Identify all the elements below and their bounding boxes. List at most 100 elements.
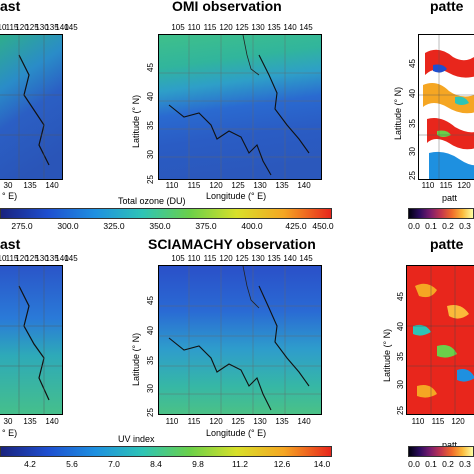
tick: 120 (457, 181, 471, 190)
tick: 450.0 (312, 221, 334, 231)
tick: 115 (5, 23, 19, 32)
pattern-colorbar (408, 208, 474, 219)
ozone-field (0, 35, 62, 179)
tick: 40 (146, 326, 155, 335)
grid-lines (0, 35, 62, 179)
tick: 30 (146, 150, 155, 159)
grid-lines (159, 305, 321, 395)
tick: 110 (165, 181, 179, 190)
top-right-xlabel: patt (442, 193, 458, 203)
tick: 45 (146, 296, 155, 305)
bottom-center-sciamachy-map (158, 265, 322, 415)
top-right-pattern-map (418, 34, 474, 180)
tick: 140 (45, 181, 59, 190)
tick: 125 (231, 181, 245, 190)
tick: 120 (451, 417, 465, 426)
tick: 9.8 (192, 459, 204, 469)
tick: 135 (45, 23, 59, 32)
tick: 140 (283, 254, 297, 263)
coastline (258, 285, 310, 387)
ozone-colorbar (0, 208, 332, 219)
tick: 7.0 (108, 459, 120, 469)
tick: 10 (0, 254, 7, 263)
bottom-right-pattern-map (406, 265, 474, 415)
tick: 35 (396, 352, 405, 361)
coastline (168, 104, 272, 176)
tick: 115 (203, 23, 217, 32)
tick: 145 (64, 23, 78, 32)
uv-field (0, 266, 62, 414)
top-right-bottom-ticks: 110 115 120 (418, 181, 474, 191)
grid-lines (159, 72, 321, 158)
tick: 0.0 (408, 459, 420, 469)
tick: 140 (297, 181, 311, 190)
coastline (168, 337, 272, 411)
bottom-right-left-ticks: 45 40 35 30 25 (394, 265, 406, 415)
top-left-bottom-ticks: 30 135 140 (0, 181, 70, 191)
bottom-right-ylabel: Latitude (° N) (382, 328, 392, 382)
tick: 105 (171, 254, 185, 263)
tick: 130 (251, 254, 265, 263)
tick: 110 (165, 417, 179, 426)
tick: 5.6 (66, 459, 78, 469)
bottom-left-forecast-map (0, 265, 63, 415)
tick: 425.0 (285, 221, 307, 231)
tick: 135 (23, 417, 37, 426)
tick: 275.0 (11, 221, 33, 231)
tick: 135 (267, 23, 281, 32)
top-right-left-ticks: 45 40 35 30 25 (406, 34, 418, 180)
tick: 25 (146, 408, 155, 417)
uv-field (159, 266, 321, 414)
tick: 350.0 (149, 221, 171, 231)
tick: 300.0 (57, 221, 79, 231)
tick: 110 (187, 23, 201, 32)
tick: 0.1 (425, 221, 437, 231)
pattern-colorbar-ticks: 0.0 0.1 0.2 0.3 (404, 459, 474, 470)
tick: 135 (45, 254, 59, 263)
tick: 400.0 (241, 221, 263, 231)
tick: 120 (209, 417, 223, 426)
tick: 14.0 (313, 459, 331, 469)
tick: 30 (3, 417, 13, 426)
top-right-ylabel: Latitude (° N) (393, 86, 403, 140)
tick: 125 (235, 254, 249, 263)
tick: 30 (3, 181, 13, 190)
pattern-colorbar-ticks: 0.0 0.1 0.2 0.3 (404, 221, 474, 232)
grid-lines (188, 266, 286, 414)
tick: 125 (235, 23, 249, 32)
tick: 0.3 (459, 221, 471, 231)
tick: 125 (25, 23, 39, 32)
tick: 140 (297, 417, 311, 426)
tick: 45 (396, 292, 405, 301)
tick: 35 (408, 119, 417, 128)
top-center-panel-title: OMI observation (172, 0, 282, 14)
tick: 135 (267, 254, 281, 263)
tick: 8.4 (150, 459, 162, 469)
tick: 45 (408, 59, 417, 68)
tick: 10 (0, 23, 7, 32)
tick: 25 (408, 171, 417, 180)
tick: 110 (187, 254, 201, 263)
tick: 115 (439, 181, 453, 190)
tick: 125 (231, 417, 245, 426)
coastline (18, 285, 50, 401)
tick: 145 (299, 23, 313, 32)
tick: 105 (171, 23, 185, 32)
bottom-right-bottom-ticks: 110 115 120 (406, 417, 472, 427)
tick: 12.6 (273, 459, 291, 469)
top-center-top-ticks: 105 110 115 120 125 130 135 140 145 (170, 23, 320, 33)
top-left-xlabel: ° E) (2, 191, 18, 201)
tick: 120 (219, 23, 233, 32)
tick: 130 (251, 23, 265, 32)
tick: 115 (5, 254, 19, 263)
tick: 0.0 (408, 221, 420, 231)
coastline (258, 54, 310, 154)
top-left-panel-title: ast (0, 0, 21, 14)
tick: 115 (187, 417, 201, 426)
uv-colorbar (0, 446, 332, 457)
ozone-colorbar-ticks: 275.0 300.0 325.0 350.0 375.0 400.0 425.… (0, 221, 340, 232)
bottom-center-xlabel: Longitude (° E) (206, 428, 267, 438)
bottom-left-panel-title: ast (0, 236, 21, 252)
bottom-left-bottom-ticks: 30 135 140 (0, 417, 70, 427)
tick: 120 (219, 254, 233, 263)
